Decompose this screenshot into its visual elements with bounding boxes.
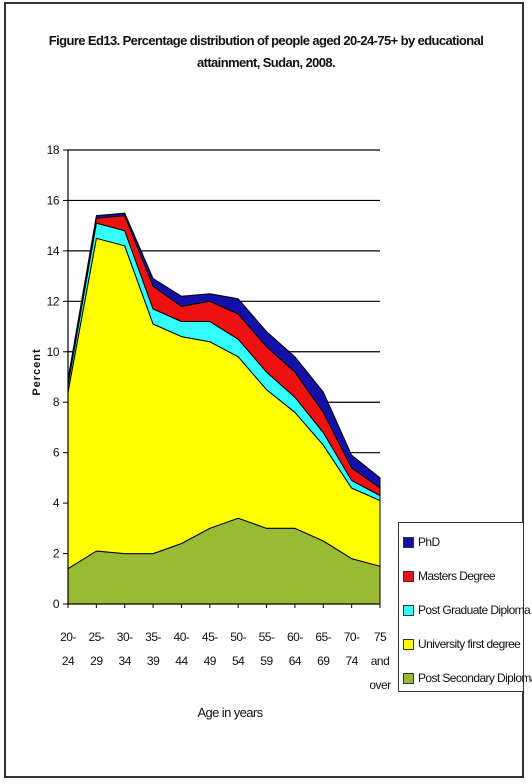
legend-swatch-post-graduate-diploma — [403, 604, 414, 616]
x-tick-label-6-1: 54 — [232, 654, 245, 668]
y-tick-label-0: 0 — [53, 597, 60, 611]
legend-item-university-first-degree: University first degree — [403, 633, 521, 655]
legend-label-university-first-degree: University first degree — [418, 637, 521, 651]
x-tick-label-1-1: 29 — [90, 654, 103, 668]
legend-swatch-post-secondary-diploma — [403, 672, 414, 684]
y-tick-label-10: 10 — [47, 345, 60, 359]
x-tick-label-10-0: 70- — [344, 630, 360, 644]
x-tick-label-0-0: 20- — [60, 630, 76, 644]
x-tick-label-4-1: 44 — [175, 654, 188, 668]
y-tick-label-14: 14 — [47, 244, 60, 258]
chart-title-line-1: Figure Ed13. Percentage distribution of … — [48, 33, 484, 48]
legend-label-post-graduate-diploma: Post Graduate Diploma — [418, 603, 531, 617]
x-tick-label-11-0: 75 — [374, 630, 387, 644]
x-tick-label-3-0: 35- — [145, 630, 161, 644]
chart-title: Figure Ed13. Percentage distribution of … — [0, 30, 532, 74]
x-tick-label-7-1: 59 — [260, 654, 273, 668]
legend-item-masters-degree: Masters Degree — [403, 565, 496, 587]
y-tick-label-6: 6 — [53, 446, 60, 460]
legend-label-masters-degree: Masters Degree — [418, 569, 496, 583]
x-tick-label-6-0: 50- — [230, 630, 246, 644]
x-tick-label-11-2: over — [369, 678, 391, 692]
x-tick-label-11-1: and — [371, 654, 390, 668]
x-tick-label-9-1: 69 — [317, 654, 330, 668]
legend-swatch-masters-degree — [403, 570, 414, 582]
x-tick-label-7-0: 55- — [259, 630, 275, 644]
chart-legend: PhD Masters Degree Post Graduate Diploma Un… — [398, 522, 532, 692]
x-tick-label-10-1: 74 — [345, 654, 358, 668]
legend-item-phd: PhD — [403, 531, 440, 553]
area-phd — [67, 212, 381, 489]
x-tick-label-5-1: 49 — [204, 654, 217, 668]
x-tick-label-5-0: 45- — [202, 630, 218, 644]
x-tick-label-0-1: 24 — [62, 654, 75, 668]
x-tick-label-1-0: 25- — [88, 630, 104, 644]
legend-label-phd: PhD — [418, 535, 440, 549]
legend-label-post-secondary-diploma: Post Secondary Diploma — [418, 671, 532, 685]
area-university-first-degree — [67, 237, 381, 570]
x-tick-label-8-0: 60- — [287, 630, 303, 644]
y-axis-label: Percent — [31, 348, 43, 395]
legend-swatch-university-first-degree — [403, 638, 414, 650]
x-tick-label-9-0: 65- — [315, 630, 331, 644]
y-tick-label-4: 4 — [53, 496, 60, 510]
y-tick-label-16: 16 — [47, 193, 60, 207]
y-tick-label-18: 18 — [47, 143, 60, 157]
y-tick-label-12: 12 — [47, 294, 60, 308]
x-tick-label-2-1: 34 — [119, 654, 132, 668]
y-tick-label-8: 8 — [53, 395, 60, 409]
x-tick-label-4-0: 40- — [174, 630, 190, 644]
legend-item-post-secondary-diploma: Post Secondary Diploma — [403, 667, 532, 689]
legend-item-post-graduate-diploma: Post Graduate Diploma — [403, 599, 531, 621]
x-tick-label-8-1: 64 — [289, 654, 302, 668]
chart-title-line-2: attainment, Sudan, 2008. — [196, 55, 336, 70]
y-tick-label-2: 2 — [53, 547, 60, 561]
legend-swatch-phd — [403, 536, 414, 548]
x-tick-label-2-0: 30- — [117, 630, 133, 644]
x-tick-label-3-1: 39 — [147, 654, 160, 668]
x-axis-label: Age in years — [197, 705, 263, 720]
